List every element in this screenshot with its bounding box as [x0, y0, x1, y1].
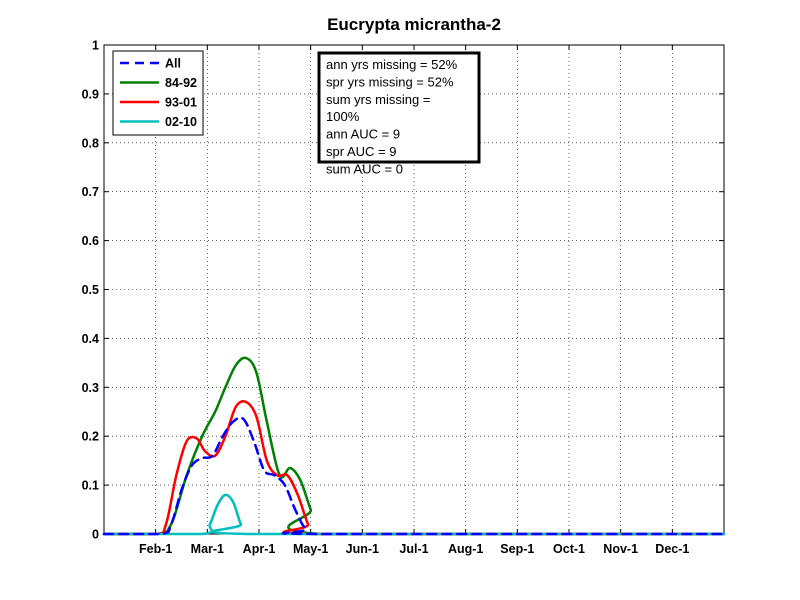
- y-tick-label: 0.9: [82, 87, 99, 101]
- chart-title: Eucrypta micrantha-2: [327, 15, 501, 34]
- x-tick-label: Apr-1: [243, 542, 276, 556]
- x-tick-label: Nov-1: [603, 542, 638, 556]
- y-tick-label: 0.6: [82, 234, 99, 248]
- annotation-line: spr yrs missing = 52%: [326, 74, 454, 89]
- annotation-frame: [317, 51, 481, 164]
- y-tick-label: 0.4: [82, 332, 99, 346]
- x-tick-label: Mar-1: [191, 542, 224, 556]
- x-tick-label: Aug-1: [448, 542, 483, 556]
- annotation-line: ann AUC = 9: [326, 127, 400, 142]
- legend-label: 93-01: [165, 96, 197, 110]
- y-tick-label: 0.3: [82, 381, 99, 395]
- x-tick-label: Feb-1: [139, 542, 172, 556]
- annotation-line: sum AUC = 0: [326, 161, 403, 176]
- y-tick-label: 0.8: [82, 136, 99, 150]
- legend: All 84-92 93-01 02-10: [112, 50, 204, 136]
- x-tick-label: Jul-1: [399, 542, 428, 556]
- legend-label: All: [165, 57, 181, 71]
- annotation-line: ann yrs missing = 52%: [326, 57, 458, 72]
- legend-label: 02-10: [165, 115, 197, 129]
- series-line-all: [102, 416, 726, 536]
- y-tick-label: 0.1: [82, 479, 99, 493]
- y-tick-label: 0.2: [82, 430, 99, 444]
- annotation-line: sum yrs missing =: [326, 92, 430, 107]
- y-tick-label: 0.5: [82, 283, 99, 297]
- x-tick-label: May-1: [293, 542, 328, 556]
- y-tick-label: 0.7: [82, 185, 99, 199]
- series-layer: [102, 356, 726, 536]
- annotation-line: 100%: [326, 109, 360, 124]
- x-tick-label: Oct-1: [553, 542, 585, 556]
- annotation-line: spr AUC = 9: [326, 144, 396, 159]
- legend-label: 84-92: [165, 76, 197, 90]
- annotation-box: ann yrs missing = 52% spr yrs missing = 5…: [317, 51, 481, 176]
- x-tick-label: Jun-1: [346, 542, 379, 556]
- x-tick-label: Dec-1: [655, 542, 689, 556]
- y-tick-label: 0: [92, 528, 99, 542]
- y-tick-label: 1: [92, 39, 99, 53]
- series-line-93-01: [102, 399, 726, 536]
- x-tick-label: Sep-1: [500, 542, 534, 556]
